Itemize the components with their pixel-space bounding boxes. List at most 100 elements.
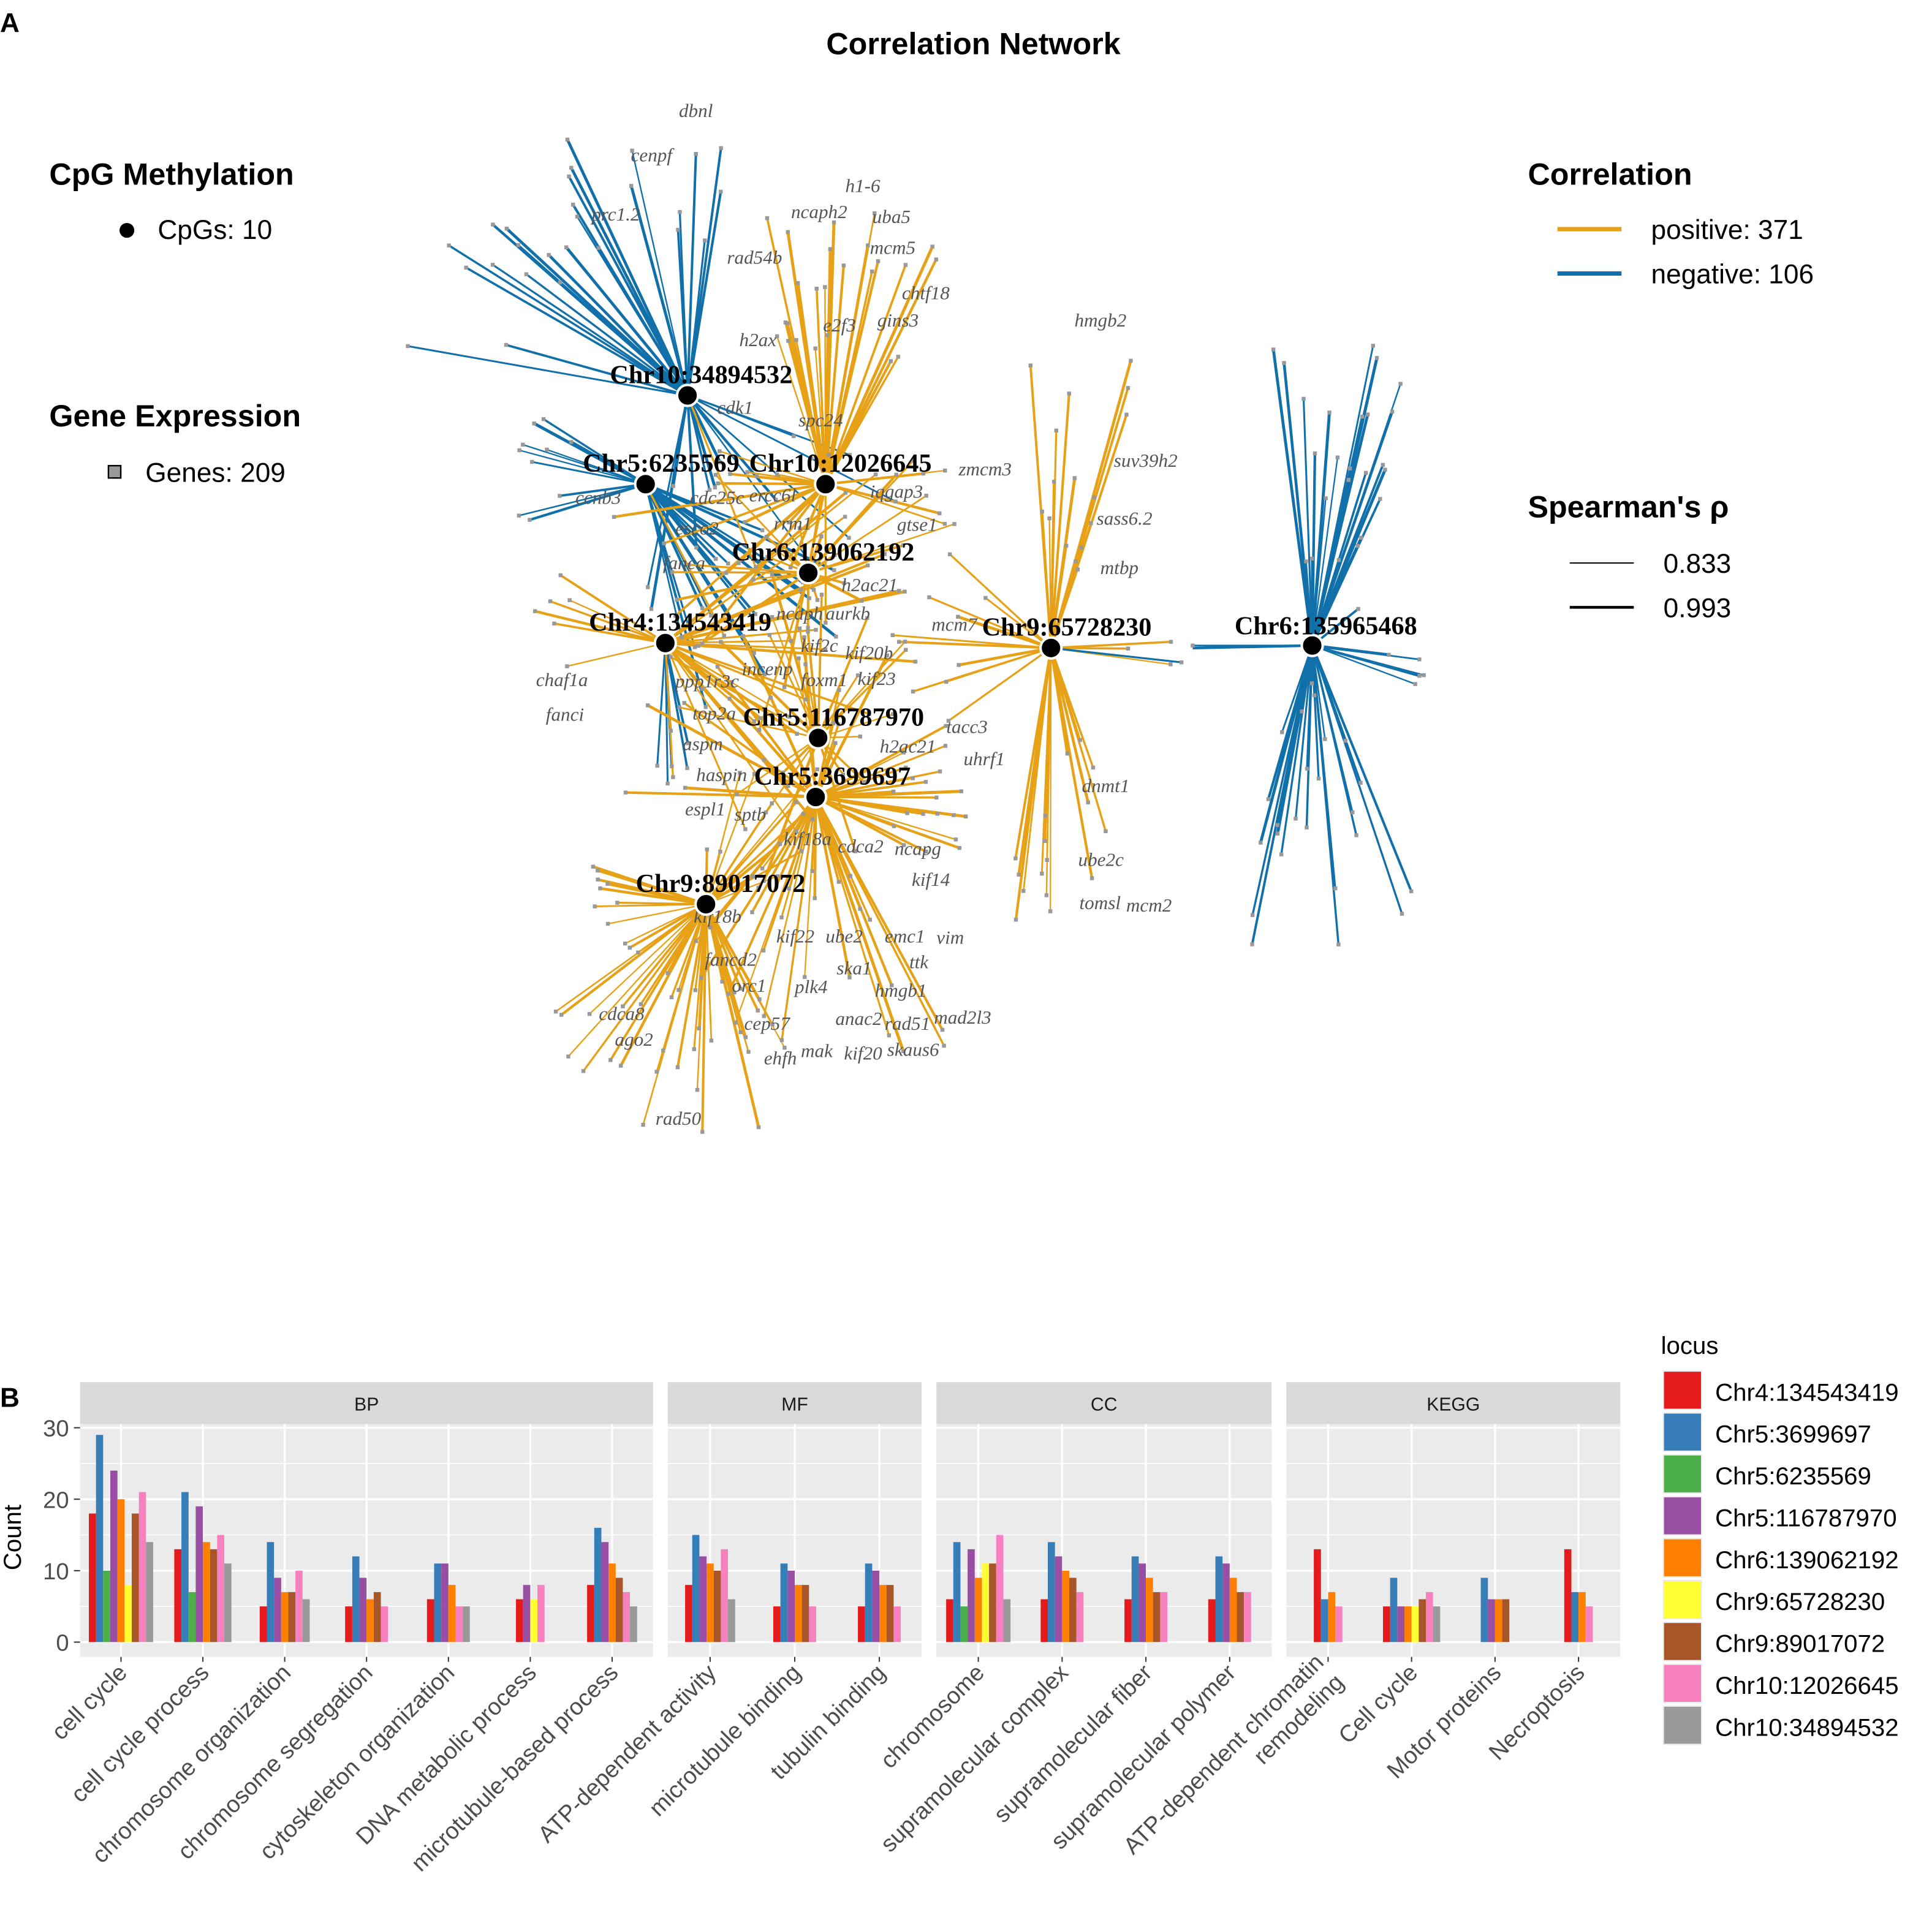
gene-node xyxy=(815,598,820,602)
gene-label: kif18a xyxy=(784,828,832,849)
gene-node xyxy=(843,491,848,495)
legend-correlation-title: Correlation xyxy=(1528,157,1692,192)
correlation-edge xyxy=(744,483,827,524)
cpg-node xyxy=(1039,636,1063,660)
gene-node xyxy=(1092,495,1096,500)
bar-Chr5:116787970 xyxy=(699,1556,707,1642)
gene-node xyxy=(764,535,769,539)
gene-node xyxy=(564,245,569,249)
gene-node xyxy=(831,721,836,725)
gene-node xyxy=(1336,942,1341,946)
bar-Chr6:139062192 xyxy=(117,1499,125,1642)
correlation-edge xyxy=(664,474,876,644)
correlation-edge xyxy=(597,869,707,905)
gene-label: espl1 xyxy=(685,798,725,820)
correlation-edge xyxy=(543,418,646,485)
bar-Chr9:89017072 xyxy=(210,1549,218,1642)
gene-node xyxy=(913,659,918,664)
gene-node xyxy=(553,1010,558,1014)
gene-label: h2ac21 xyxy=(841,574,898,595)
bar-Chr10:12026645 xyxy=(721,1549,729,1642)
correlation-edge xyxy=(607,882,707,906)
gene-node xyxy=(809,456,814,461)
gene-node xyxy=(824,621,828,625)
correlation-edge xyxy=(664,483,826,545)
gene-node xyxy=(819,592,824,597)
bar-Chr9:89017072 xyxy=(1419,1599,1426,1642)
gene-node xyxy=(547,253,551,257)
gene-label: incenp xyxy=(742,658,793,679)
correlation-edge xyxy=(825,472,924,486)
bar-Chr6:139062192 xyxy=(1229,1577,1237,1642)
gene-node xyxy=(1250,913,1255,917)
gene-node xyxy=(903,589,907,594)
gene-label: kif14 xyxy=(912,869,950,890)
gene-node xyxy=(700,641,705,646)
gene-label: haspin xyxy=(696,764,747,785)
legend-swatch xyxy=(1662,1579,1702,1620)
gene-node xyxy=(761,948,766,953)
gene-label: chaf1a xyxy=(536,669,588,690)
bar-Chr4:134543419 xyxy=(89,1513,96,1642)
correlation-edge xyxy=(817,674,859,739)
gene-node xyxy=(618,1064,623,1068)
gene-node xyxy=(683,785,688,790)
gene-node xyxy=(756,1125,761,1130)
correlation-edge xyxy=(686,240,706,396)
bar-Chr10:12026645 xyxy=(893,1606,901,1642)
legend-rho-high: 0.993 xyxy=(1664,593,1732,623)
gene-node xyxy=(901,543,906,548)
gene-node xyxy=(940,1027,945,1032)
gene-node xyxy=(1047,516,1051,521)
gene-node xyxy=(719,189,723,194)
gene-node xyxy=(558,280,563,285)
legend-swatch xyxy=(1662,1370,1702,1410)
gene-node xyxy=(1360,414,1365,419)
gene-node xyxy=(596,877,600,882)
gene-node xyxy=(669,655,673,659)
gene-node xyxy=(1309,681,1314,686)
gene-node xyxy=(1305,825,1309,829)
correlation-edge xyxy=(1311,469,1387,646)
y-tick-label: 20 xyxy=(43,1487,69,1513)
gene-label: rad54b xyxy=(727,246,782,268)
gene-node xyxy=(1365,412,1370,417)
cpg-nodes: Chr10:34894532 Chr5:6235569 Chr10:12026645… xyxy=(583,360,1417,916)
cpg-node-label: Chr6:135965468 xyxy=(1235,612,1417,641)
gene-node xyxy=(1067,391,1072,396)
gene-node xyxy=(832,220,836,225)
gene-label: rad51 xyxy=(885,1013,930,1034)
cpg-node-label: Chr10:34894532 xyxy=(610,360,792,389)
gene-node xyxy=(959,789,964,793)
correlation-edge xyxy=(683,701,817,798)
correlation-edge xyxy=(647,704,817,799)
gene-node xyxy=(934,257,938,262)
correlation-edge xyxy=(824,213,876,485)
gene-node xyxy=(762,672,767,676)
bar-Chr9:89017072 xyxy=(288,1592,296,1642)
gene-node xyxy=(1398,382,1403,386)
bar-Chr5:3699697 xyxy=(434,1563,442,1642)
gene-node xyxy=(665,781,670,786)
y-tick-label: 0 xyxy=(56,1630,69,1657)
gene-node xyxy=(685,766,689,770)
gene-node xyxy=(608,1058,613,1062)
gene-node xyxy=(921,471,926,476)
gene-node xyxy=(841,263,846,268)
gene-node xyxy=(532,421,536,426)
bar-Chr6:139062192 xyxy=(1328,1592,1336,1642)
gene-label: ehfh xyxy=(764,1047,797,1068)
correlation-edge xyxy=(531,461,646,485)
legend-label: Chr9:89017072 xyxy=(1715,1630,1885,1658)
gene-node xyxy=(904,765,908,770)
correlation-edge xyxy=(705,904,749,1052)
gene-label: chtf18 xyxy=(902,282,950,304)
gene-node xyxy=(797,526,802,531)
bar-Chr9:89017072 xyxy=(373,1592,381,1642)
gene-node xyxy=(873,472,878,477)
gene-node xyxy=(1126,646,1131,651)
bar-Chr5:116787970 xyxy=(195,1506,203,1642)
gene-node xyxy=(605,882,610,886)
gene-node xyxy=(896,355,901,359)
gene-node xyxy=(1400,912,1404,916)
